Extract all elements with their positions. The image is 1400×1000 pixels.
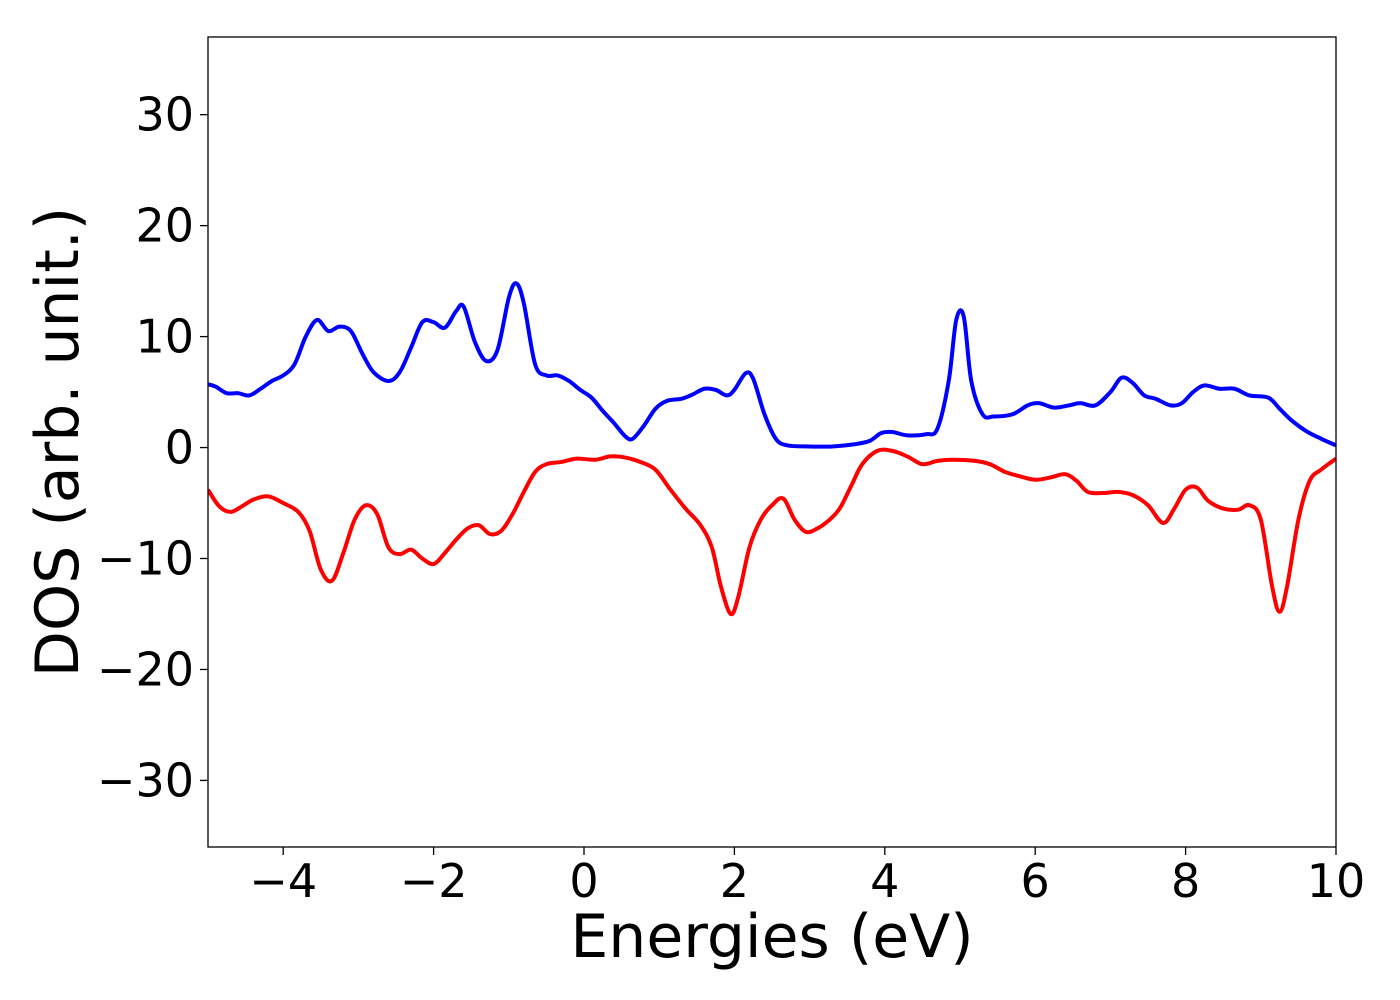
x-tick-label: 8: [1171, 854, 1200, 908]
y-tick-label: 10: [135, 310, 194, 364]
plot-area: [208, 37, 1336, 847]
series-line-1: [208, 281, 1336, 449]
x-tick-label: 6: [1021, 854, 1050, 908]
y-axis-ticks: −30 −20 −10 0 10 20 30: [97, 88, 208, 807]
axes-frame: [207, 36, 1337, 848]
x-tick-label: 0: [569, 854, 598, 908]
y-tick-label: −20: [97, 642, 194, 696]
y-axis-label: DOS (arb. unit.): [23, 207, 93, 677]
x-axis-ticks: −4 −2 0 2 4 6 8 10: [249, 847, 1365, 908]
x-tick-label: 4: [870, 854, 899, 908]
series-layer: [208, 281, 1336, 617]
y-tick-label: −30: [97, 753, 194, 807]
x-tick-label: −4: [249, 854, 317, 908]
y-tick-label: 20: [135, 199, 194, 253]
x-tick-label: −2: [400, 854, 468, 908]
y-tick-label: 30: [135, 88, 194, 142]
y-tick-label: 0: [165, 421, 194, 475]
x-axis-label: Energies (eV): [570, 902, 973, 972]
x-tick-label: 2: [720, 854, 749, 908]
series-line-2: [208, 447, 1336, 617]
y-tick-label: −10: [97, 532, 194, 586]
x-tick-label: 10: [1307, 854, 1366, 908]
